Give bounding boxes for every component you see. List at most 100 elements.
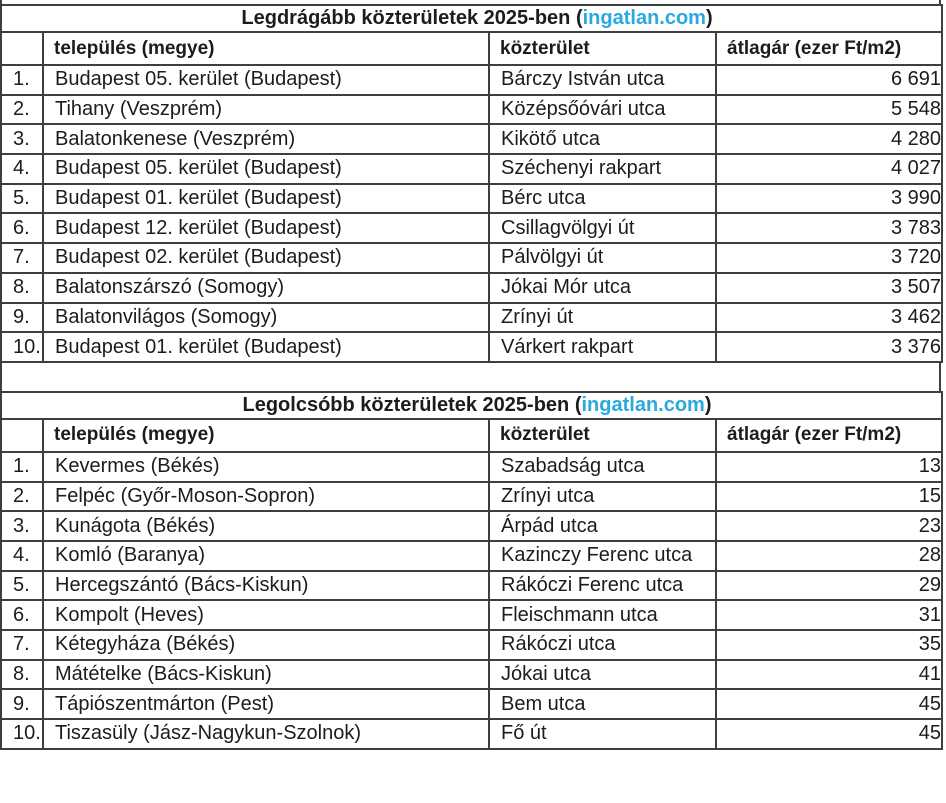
table-title-text: Legdrágább közterületek 2025-ben ( (241, 7, 583, 29)
price-cell: 3 990 (714, 182, 944, 215)
settlement-cell: Budapest 01. kerület (Budapest) (42, 182, 490, 215)
price-cell: 3 462 (714, 301, 944, 334)
settlement-cell: Balatonszárszó (Somogy) (42, 271, 490, 304)
table-row: 1. Kevermes (Békés) Szabadság utca 13 (0, 450, 944, 483)
rank-cell: 5. (0, 569, 44, 602)
column-header-street: közterület (488, 31, 717, 66)
rank-header-cell (0, 417, 44, 453)
settlement-cell: Tihany (Veszprém) (42, 93, 490, 126)
settlement-cell: Hercegszántó (Bács-Kiskun) (42, 569, 490, 602)
price-cell: 3 783 (714, 212, 944, 245)
rank-cell: 2. (0, 93, 44, 126)
settlement-cell: Budapest 02. kerület (Budapest) (42, 242, 490, 274)
settlement-cell: Budapest 05. kerület (Budapest) (42, 153, 490, 185)
column-header-price: átlagár (ezer Ft/m2) (714, 31, 944, 66)
settlement-cell: Kétegyháza (Békés) (42, 629, 490, 661)
price-cell: 31 (714, 599, 944, 631)
street-cell: Kazinczy Ferenc utca (488, 539, 717, 572)
ingatlan-link[interactable]: ingatlan.com (581, 393, 705, 416)
table-row: 7. Kétegyháza (Békés) Rákóczi utca 35 (0, 629, 944, 661)
table-row: 4. Budapest 05. kerület (Budapest) Széch… (0, 153, 944, 185)
ingatlan-link[interactable]: ingatlan.com (582, 7, 706, 29)
title-row: Legdrágább közterületek 2025-ben (ingatl… (0, 4, 944, 33)
rank-cell: 10. (0, 718, 44, 750)
table-row: 9. Tápiószentmárton (Pest) Bem utca 45 (0, 688, 944, 721)
table-title-text: ) (705, 7, 713, 29)
settlement-cell: Tápiószentmárton (Pest) (42, 688, 490, 721)
street-cell: Bérc utca (488, 182, 717, 215)
table-row: 6. Kompolt (Heves) Fleischmann utca 31 (0, 599, 944, 631)
settlement-cell: Felpéc (Győr-Moson-Sopron) (42, 480, 490, 513)
rank-cell: 7. (0, 242, 44, 274)
rank-cell: 2. (0, 480, 44, 513)
table-row: 6. Budapest 12. kerület (Budapest) Csill… (0, 212, 944, 245)
settlement-cell: Balatonkenese (Veszprém) (42, 123, 490, 156)
street-cell: Fleischmann utca (488, 599, 717, 631)
expensive-streets-table: Legdrágább közterületek 2025-ben (ingatl… (0, 4, 944, 363)
street-cell: Kikötő utca (488, 123, 717, 156)
street-cell: Jókai utca (488, 658, 717, 691)
price-cell: 3 507 (714, 271, 944, 304)
settlement-cell: Budapest 05. kerület (Budapest) (42, 64, 490, 96)
table-row: 8. Mátételke (Bács-Kiskun) Jókai utca 41 (0, 658, 944, 691)
price-cell: 13 (714, 450, 944, 483)
price-cell: 6 691 (714, 64, 944, 96)
cropped-top-row (0, 0, 941, 4)
settlement-cell: Tiszasüly (Jász-Nagykun-Szolnok) (42, 718, 490, 750)
rank-cell: 1. (0, 64, 44, 96)
table-row: 5. Budapest 01. kerület (Budapest) Bérc … (0, 182, 944, 215)
settlement-cell: Kevermes (Békés) (42, 450, 490, 483)
rank-cell: 5. (0, 182, 44, 215)
table-title: Legdrágább közterületek 2025-ben (ingatl… (0, 4, 944, 33)
cheapest-streets-table: Legolcsóbb közterületek 2025-ben (ingatl… (0, 390, 944, 750)
settlement-cell: Komló (Baranya) (42, 539, 490, 572)
column-header-street: közterület (488, 417, 717, 453)
street-cell: Pálvölgyi út (488, 242, 717, 274)
rank-cell: 10. (0, 331, 44, 363)
street-cell: Bárczy István utca (488, 64, 717, 96)
price-cell: 4 027 (714, 153, 944, 185)
rank-cell: 9. (0, 688, 44, 721)
street-cell: Zrínyi út (488, 301, 717, 334)
rank-cell: 8. (0, 271, 44, 304)
price-cell: 45 (714, 718, 944, 750)
price-cell: 45 (714, 688, 944, 721)
price-cell: 41 (714, 658, 944, 691)
rank-cell: 6. (0, 212, 44, 245)
street-cell: Szabadság utca (488, 450, 717, 483)
rank-cell: 4. (0, 539, 44, 572)
street-cell: Várkert rakpart (488, 331, 717, 363)
column-header-settlement: település (megye) (42, 417, 490, 453)
rank-cell: 7. (0, 629, 44, 661)
table-row: 1. Budapest 05. kerület (Budapest) Bárcz… (0, 64, 944, 96)
settlement-cell: Mátételke (Bács-Kiskun) (42, 658, 490, 691)
rank-cell: 1. (0, 450, 44, 483)
column-header-settlement: település (megye) (42, 31, 490, 66)
street-cell: Középsőóvári utca (488, 93, 717, 126)
table-row: 10. Budapest 01. kerület (Budapest) Várk… (0, 331, 944, 363)
price-cell: 29 (714, 569, 944, 602)
table-row: 3. Balatonkenese (Veszprém) Kikötő utca … (0, 123, 944, 156)
empty-spacer-row (0, 362, 941, 391)
title-row: Legolcsóbb közterületek 2025-ben (ingatl… (0, 390, 944, 420)
street-cell: Fő út (488, 718, 717, 750)
street-cell: Jókai Mór utca (488, 271, 717, 304)
rank-cell: 3. (0, 123, 44, 156)
table-row: 7. Budapest 02. kerület (Budapest) Pálvö… (0, 242, 944, 274)
settlement-cell: Kompolt (Heves) (42, 599, 490, 631)
rank-cell: 4. (0, 153, 44, 185)
rank-cell: 3. (0, 510, 44, 542)
price-cell: 3 376 (714, 331, 944, 363)
settlement-cell: Balatonvilágos (Somogy) (42, 301, 490, 334)
table-row: 3. Kunágota (Békés) Árpád utca 23 (0, 510, 944, 542)
table-title-text: ) (704, 393, 712, 416)
table-title-text: Legolcsóbb közterületek 2025-ben ( (242, 393, 582, 416)
settlement-cell: Budapest 01. kerület (Budapest) (42, 331, 490, 363)
price-cell: 3 720 (714, 242, 944, 274)
table-title: Legolcsóbb közterületek 2025-ben (ingatl… (0, 390, 944, 420)
settlement-cell: Kunágota (Békés) (42, 510, 490, 542)
rank-cell: 9. (0, 301, 44, 334)
price-cell: 5 548 (714, 93, 944, 126)
table-row: 10. Tiszasüly (Jász-Nagykun-Szolnok) Fő … (0, 718, 944, 750)
